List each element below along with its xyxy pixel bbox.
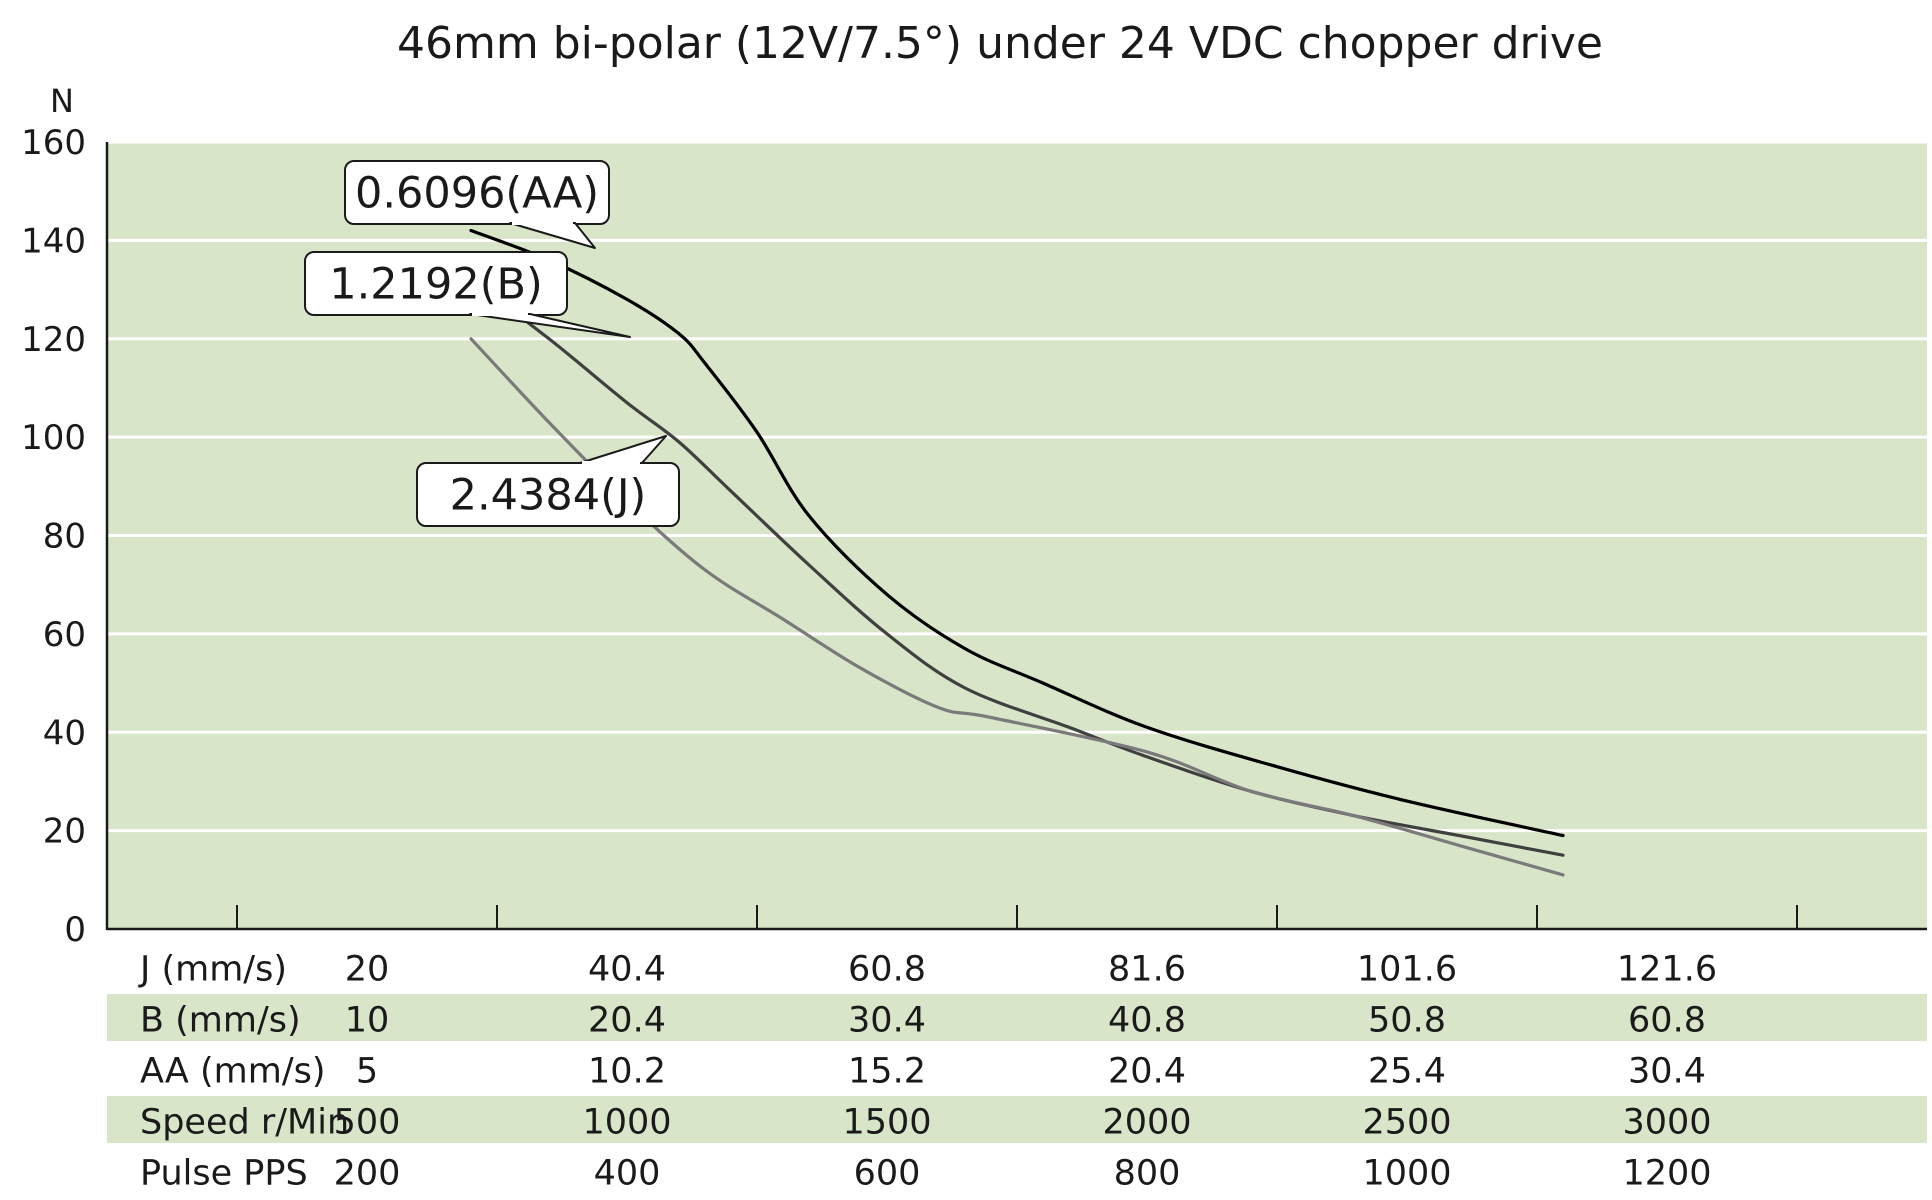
y-tick-label: 160 — [21, 123, 86, 163]
table-row: B (mm/s) 10 20.4 30.4 40.8 50.8 60.8 — [107, 994, 1927, 1041]
callout-label: 1.2192(B) — [329, 260, 543, 310]
y-tick-label: 80 — [43, 517, 86, 557]
table-cell: 30.4 — [848, 1001, 926, 1041]
table-cell: 2000 — [1102, 1103, 1191, 1143]
table-cell: 121.6 — [1617, 950, 1717, 990]
table-cell: 1000 — [1362, 1154, 1451, 1194]
y-tick-label: 100 — [21, 418, 86, 458]
table-cell: 50.8 — [1368, 1001, 1446, 1041]
table-row-label: AA (mm/s) — [140, 1052, 326, 1092]
table-row-label: J (mm/s) — [138, 950, 287, 990]
table-cell: 40.8 — [1108, 1001, 1186, 1041]
table-cell: 60.8 — [1628, 1001, 1706, 1041]
table-row-label: B (mm/s) — [140, 1001, 301, 1041]
y-tick-label: 20 — [43, 812, 86, 852]
y-tick-label: 60 — [43, 615, 86, 655]
table-cell: 25.4 — [1368, 1052, 1446, 1092]
table-cell: 400 — [594, 1154, 661, 1194]
table-cell: 1000 — [582, 1103, 671, 1143]
table-row: AA (mm/s) 5 10.2 15.2 20.4 25.4 30.4 — [140, 1052, 1706, 1092]
callout-label: 0.6096(AA) — [355, 169, 599, 219]
table-cell: 60.8 — [848, 950, 926, 990]
y-tick-label: 120 — [21, 320, 86, 360]
table-cell: 1500 — [842, 1103, 931, 1143]
y-axis-unit: N — [50, 82, 74, 120]
table-cell: 15.2 — [848, 1052, 926, 1092]
table-cell: 200 — [334, 1154, 401, 1194]
y-tick-label: 140 — [21, 221, 86, 261]
table-cell: 800 — [1114, 1154, 1181, 1194]
table-row-label: Pulse PPS — [140, 1154, 308, 1194]
table-row: Pulse PPS 200 400 600 800 1000 1200 — [140, 1154, 1712, 1194]
table-cell: 101.6 — [1357, 950, 1457, 990]
table-cell: 1200 — [1622, 1154, 1711, 1194]
table-cell: 20 — [345, 950, 390, 990]
table-cell: 20.4 — [588, 1001, 666, 1041]
y-tick-label: 0 — [64, 910, 86, 950]
table-row: J (mm/s) 20 40.4 60.8 81.6 101.6 121.6 — [138, 950, 1717, 990]
table-cell: 3000 — [1622, 1103, 1711, 1143]
table-cell: 500 — [334, 1103, 401, 1143]
y-tick-label: 40 — [43, 713, 86, 753]
table-cell: 10.2 — [588, 1052, 666, 1092]
table-cell: 81.6 — [1108, 950, 1186, 990]
chart-title: 46mm bi-polar (12V/7.5°) under 24 VDC ch… — [397, 18, 1603, 69]
table-cell: 2500 — [1362, 1103, 1451, 1143]
table-row-label: Speed r/Min — [140, 1103, 349, 1143]
table-cell: 5 — [356, 1052, 378, 1092]
table-cell: 30.4 — [1628, 1052, 1706, 1092]
table-cell: 600 — [854, 1154, 921, 1194]
plot-area: 0 20 40 60 80 100 120 140 160 — [21, 123, 1927, 950]
table-cell: 10 — [345, 1001, 390, 1041]
callout-label: 2.4384(J) — [450, 471, 647, 521]
table-cell: 40.4 — [588, 950, 666, 990]
table-cell: 20.4 — [1108, 1052, 1186, 1092]
